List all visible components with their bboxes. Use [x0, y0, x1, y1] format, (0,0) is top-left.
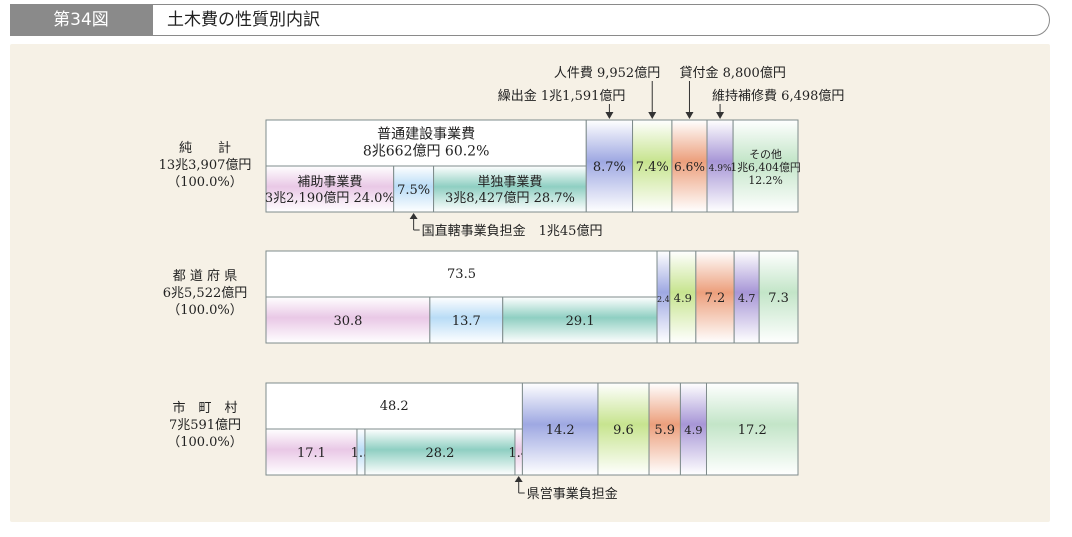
data-label-普通建設事業費: 普通建設事業費 8兆662億円 60.2% [363, 127, 490, 160]
callout-kuriage: 繰出金 1兆1,591億円 [498, 88, 626, 104]
row-label-net: 純 計 13兆3,907億円 （100.0%） [150, 140, 260, 191]
row-label-muni: 市 町 村 7兆591億円 （100.0%） [150, 400, 260, 451]
bar-segment-その他 [705, 382, 799, 476]
bar-segment-国直轄事業負担金 [429, 296, 504, 344]
callout-kuni: 国直轄事業負担金 1兆45億円 [422, 223, 603, 239]
data-label-単独事業費: 単独事業費 3兆8,427億円 28.7% [445, 174, 575, 206]
bar-segment-貸付金 [648, 382, 681, 476]
data-label-国直轄事業負担金: 13.7 [452, 314, 481, 329]
data-label-国直轄事業負担金: 7.5% [397, 183, 430, 198]
bar-segment-維持補修費 [679, 382, 707, 476]
data-label-その他: 17.2 [738, 423, 767, 438]
data-label-その他: その他 1兆6,404億円 12.2% [730, 148, 800, 187]
bar-segment-単独事業費 [502, 296, 659, 344]
bar-segment-人件費 [597, 382, 650, 476]
callout-arrowhead [716, 112, 725, 119]
figure-title: 土木費の性質別内訳 [167, 10, 320, 30]
row-label-line: 都 道 府 県 [172, 269, 238, 284]
data-label-人件費: 9.6 [613, 423, 634, 438]
data-label-その他: 7.3 [768, 291, 789, 306]
data-label-単独事業費: 28.2 [425, 446, 454, 461]
callout-ken: 県営事業負担金 [527, 486, 618, 502]
data-label-人件費: 7.4% [636, 160, 669, 175]
bar-segment-繰出金 [585, 119, 634, 213]
bar-segment-その他 [732, 119, 799, 213]
figure-number: 第34図 [10, 4, 152, 36]
row-label-line: 市 町 村 [172, 401, 238, 416]
row-label-line: （100.0%） [167, 303, 243, 318]
bar-segment-維持補修費 [733, 250, 760, 344]
bar-segment-貸付金 [695, 250, 735, 344]
row-label-pref: 都 道 府 県 6兆5,522億円 （100.0%） [150, 268, 260, 319]
data-label-普通建設事業費: 73.5 [447, 267, 476, 282]
bar-segment-単独事業費 [433, 165, 587, 213]
data-label-人件費: 4.9 [674, 291, 692, 305]
data-label-単独事業費: 29.1 [566, 314, 595, 329]
callout-arrowhead [409, 213, 418, 219]
data-label-補助事業費: 17.1 [297, 446, 326, 461]
data-label-普通建設事業費: 48.2 [380, 399, 409, 414]
data-label-貸付金: 6.6% [674, 160, 705, 174]
row-label-line: 純 計 [178, 141, 231, 156]
row-label-line: 7兆591億円 [168, 418, 242, 433]
bar-segment-普通建設事業費 [265, 119, 587, 167]
data-label-繰出金: 14.2 [546, 423, 575, 438]
callout-arrowhead [685, 112, 694, 119]
callout-arrowhead [648, 112, 657, 119]
bar-segment-その他 [758, 250, 799, 344]
row-label-line: （100.0%） [167, 175, 243, 190]
callout-arrowhead [605, 112, 614, 119]
bar-segment-普通建設事業費 [265, 382, 523, 430]
bar-segment-繰出金 [521, 382, 599, 476]
data-label-貸付金: 5.9 [654, 423, 675, 438]
bar-segment-人件費 [669, 250, 697, 344]
data-label-貸付金: 7.2 [705, 291, 726, 306]
data-label-繰出金: 2.4 [657, 295, 670, 304]
bar-segment-単独事業費 [364, 428, 516, 476]
data-label-繰出金: 8.7% [593, 160, 626, 175]
callout-iji: 維持補修費 6,498億円 [712, 88, 844, 104]
data-label-維持補修費: 4.7 [738, 292, 756, 305]
figure-title-box: 土木費の性質別内訳 [152, 4, 1050, 36]
data-label-補助事業費: 補助事業費 3兆2,190億円 24.0% [265, 174, 395, 206]
callout-jinken: 人件費 9,952億円 [554, 65, 660, 81]
figure-header: 第34図 土木費の性質別内訳 [10, 4, 1050, 36]
bar-segment-補助事業費 [265, 165, 395, 213]
bar-segment-補助事業費 [265, 428, 358, 476]
data-label-補助事業費: 30.8 [333, 314, 362, 329]
row-label-line: 6兆5,522億円 [162, 286, 248, 301]
data-label-維持補修費: 4.9 [684, 423, 702, 437]
callout-kashitsuke: 貸付金 8,800億円 [679, 65, 785, 81]
data-label-維持補修費: 4.9% [709, 164, 732, 174]
callout-arrowhead [514, 476, 523, 482]
bar-segment-普通建設事業費 [265, 250, 658, 298]
row-label-line: 13兆3,907億円 [158, 158, 252, 173]
row-label-line: （100.0%） [167, 435, 243, 450]
